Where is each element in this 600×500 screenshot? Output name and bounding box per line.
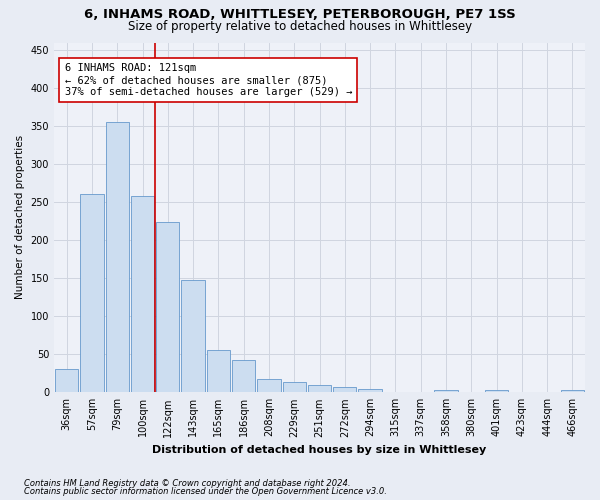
Bar xyxy=(485,390,508,392)
Text: 6 INHAMS ROAD: 121sqm
← 62% of detached houses are smaller (875)
37% of semi-det: 6 INHAMS ROAD: 121sqm ← 62% of detached … xyxy=(65,64,352,96)
Bar xyxy=(55,370,79,392)
Bar xyxy=(181,280,205,392)
Bar xyxy=(232,360,256,392)
Bar xyxy=(434,390,458,392)
X-axis label: Distribution of detached houses by size in Whittlesey: Distribution of detached houses by size … xyxy=(152,445,487,455)
Text: 6, INHAMS ROAD, WHITTLESEY, PETERBOROUGH, PE7 1SS: 6, INHAMS ROAD, WHITTLESEY, PETERBOROUGH… xyxy=(84,8,516,20)
Text: Contains public sector information licensed under the Open Government Licence v3: Contains public sector information licen… xyxy=(24,487,387,496)
Bar xyxy=(283,382,306,392)
Bar xyxy=(333,387,356,392)
Bar xyxy=(106,122,129,392)
Y-axis label: Number of detached properties: Number of detached properties xyxy=(15,136,25,300)
Text: Contains HM Land Registry data © Crown copyright and database right 2024.: Contains HM Land Registry data © Crown c… xyxy=(24,478,350,488)
Text: Size of property relative to detached houses in Whittlesey: Size of property relative to detached ho… xyxy=(128,20,472,33)
Bar xyxy=(358,388,382,392)
Bar xyxy=(207,350,230,393)
Bar xyxy=(80,194,104,392)
Bar xyxy=(257,378,281,392)
Bar xyxy=(156,222,179,392)
Bar xyxy=(561,390,584,392)
Bar xyxy=(131,196,154,392)
Bar xyxy=(308,386,331,392)
